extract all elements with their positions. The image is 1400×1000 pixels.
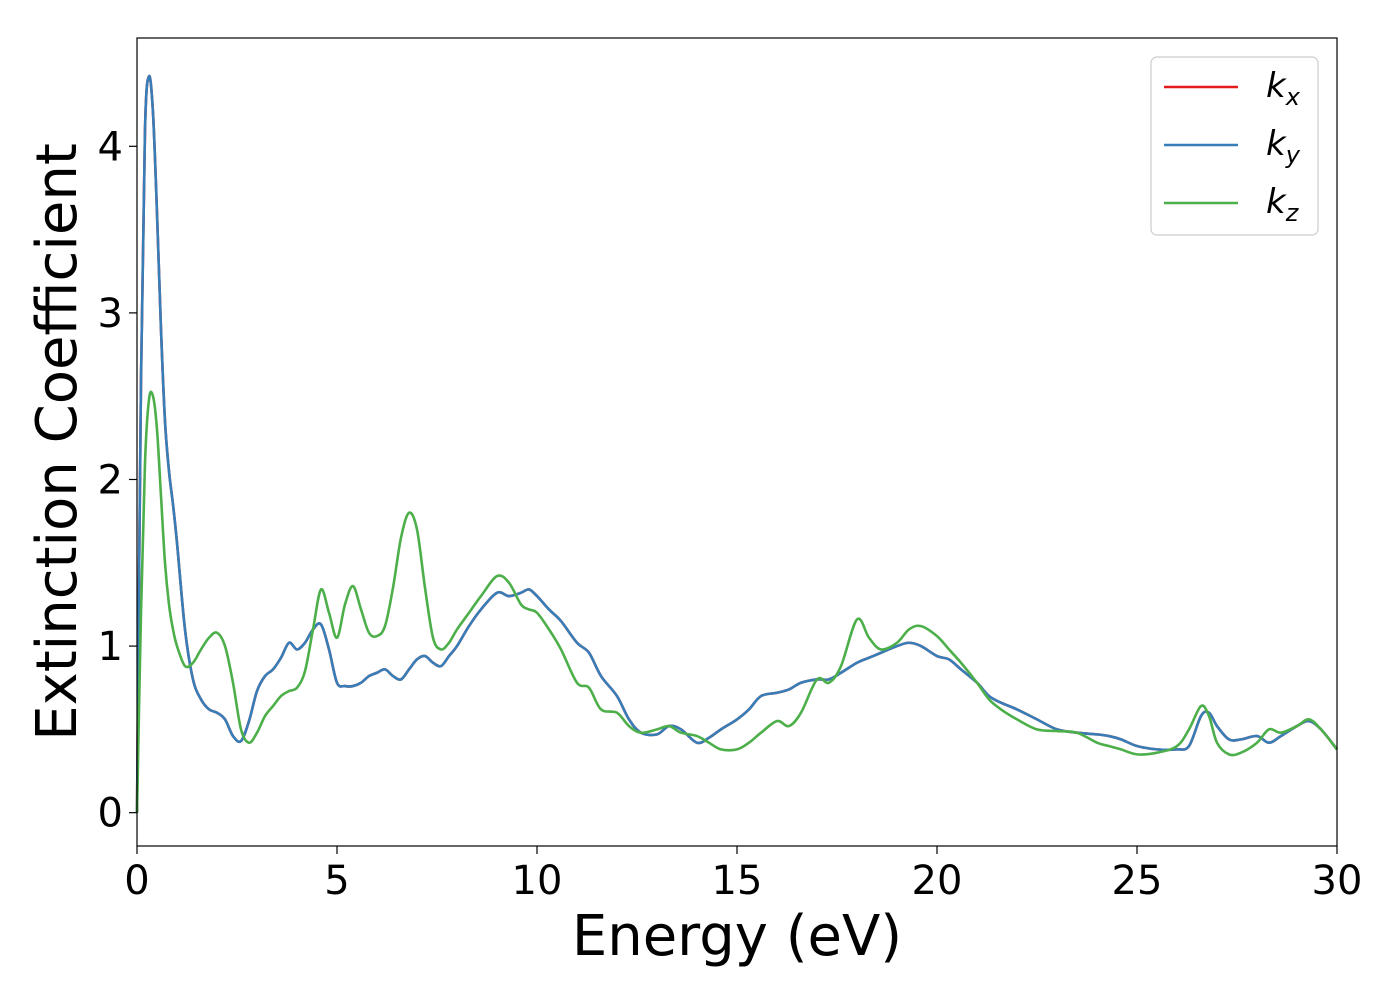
y-axis-title: Extinction Coefficient: [25, 143, 90, 741]
legend: kx ky kz: [1150, 56, 1319, 236]
x-tick-label: 25: [1112, 858, 1163, 904]
y-tick-label: 0: [98, 791, 123, 837]
y-tick-label: 4: [98, 124, 123, 170]
y-tick-label: 1: [98, 624, 123, 670]
x-tick-label: 30: [1312, 858, 1363, 904]
x-tick-label: 15: [712, 858, 763, 904]
x-axis: 0 5 10 15 20 25 30: [124, 846, 1362, 904]
series-line-kz: [135, 390, 1339, 813]
y-axis: 0 1 2 3 4: [98, 124, 137, 837]
x-tick-label: 0: [124, 858, 149, 904]
x-tick-label: 5: [324, 858, 349, 904]
y-tick-label: 3: [98, 291, 123, 337]
series-layer: [135, 74, 1339, 813]
legend-label-kx: kx: [1266, 66, 1301, 111]
y-tick-label: 2: [98, 457, 123, 503]
plot-background: [137, 38, 1337, 846]
legend-label-ky: ky: [1266, 124, 1301, 169]
x-tick-label: 10: [512, 858, 563, 904]
x-tick-label: 20: [912, 858, 963, 904]
legend-label-kz: kz: [1266, 182, 1300, 227]
x-axis-title: Energy (eV): [572, 904, 902, 969]
